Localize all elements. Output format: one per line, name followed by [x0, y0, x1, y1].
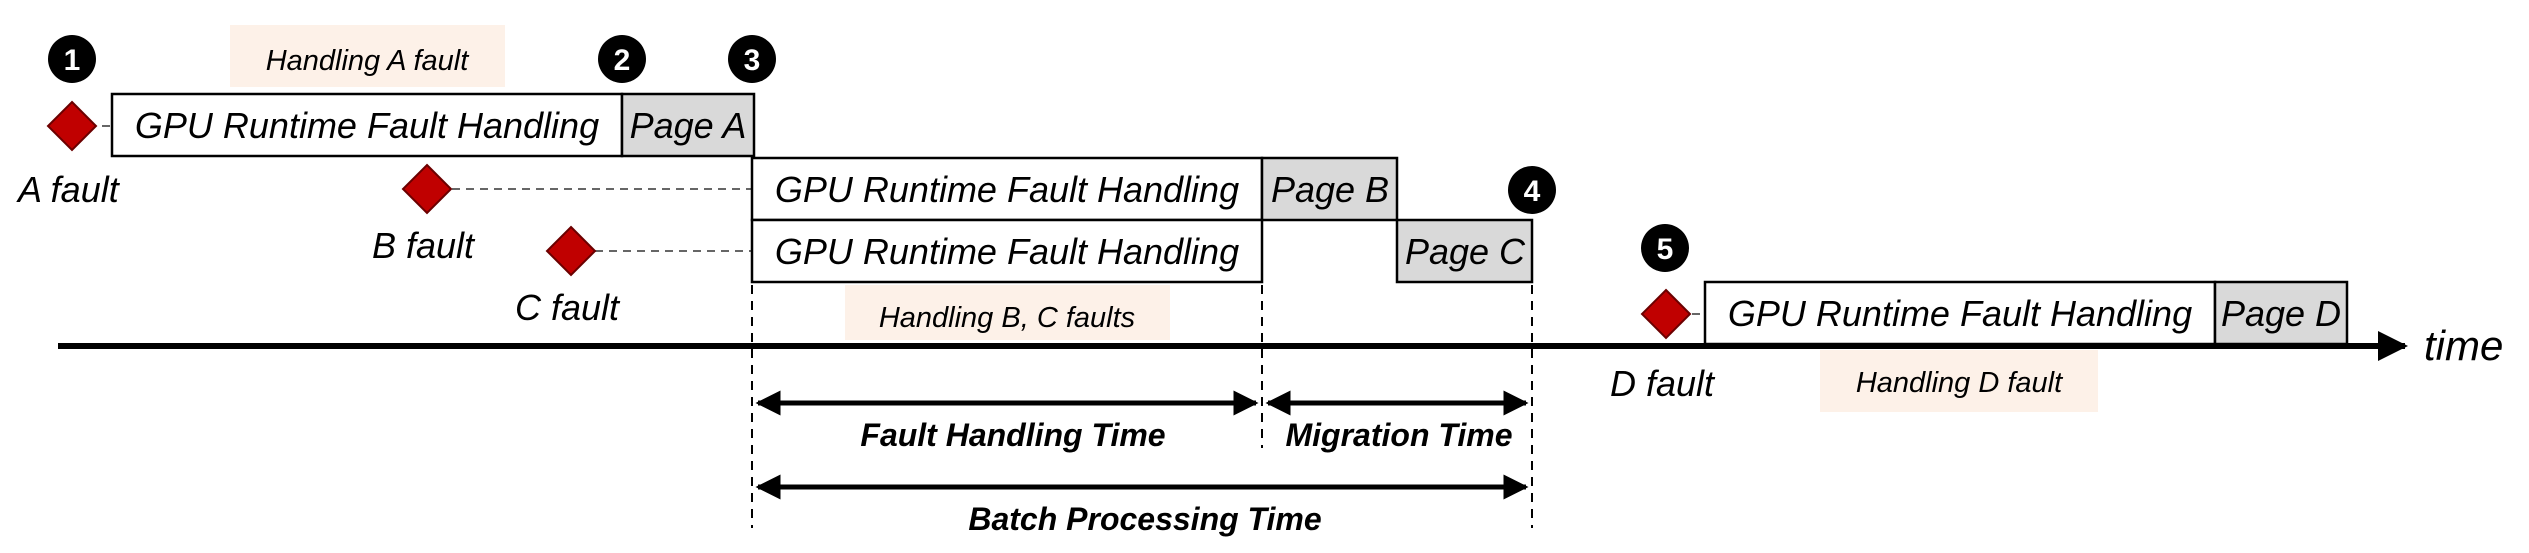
handling-box-c-label: GPU Runtime Fault Handling	[775, 231, 1239, 272]
batch-processing-span-label: Batch Processing Time	[968, 501, 1321, 537]
handling-box-a-label: GPU Runtime Fault Handling	[135, 105, 599, 146]
handling-box-b-label: GPU Runtime Fault Handling	[775, 169, 1239, 210]
page-box-b	[1260, 156, 1399, 222]
step-3-marker: 3	[728, 35, 776, 83]
step-2-number: 2	[614, 44, 631, 77]
handling-box-d-label: GPU Runtime Fault Handling	[1728, 293, 2192, 334]
time-axis-label: time	[2424, 322, 2503, 369]
step-4-number: 4	[1524, 175, 1541, 208]
fault-b-diamond-icon	[401, 163, 453, 215]
step-1-marker: 1	[48, 35, 96, 83]
step-4-marker: 4	[1508, 166, 1556, 214]
handling-box-d	[1703, 280, 2217, 346]
handling-a-note-bg	[230, 25, 505, 87]
fault-a-diamond-icon	[46, 100, 98, 152]
fault-a-label: A fault	[16, 169, 121, 210]
page-box-a	[620, 92, 756, 158]
step-1-number: 1	[64, 44, 81, 77]
handling-bc-note: Handling B, C faults	[879, 302, 1135, 334]
fault-d-diamond-icon	[1640, 288, 1692, 340]
step-3-number: 3	[744, 44, 761, 77]
page-box-d-label: Page D	[2221, 293, 2341, 334]
fault-c-label: C fault	[515, 287, 621, 328]
fault-b-label: B fault	[372, 225, 476, 266]
fault-d-label: D fault	[1610, 363, 1716, 404]
fault-c-diamond-icon	[545, 225, 597, 277]
step-5-number: 5	[1657, 233, 1674, 266]
page-box-a-label: Page A	[630, 105, 747, 146]
page-box-c-label: Page C	[1405, 231, 1526, 272]
migration-span-label: Migration Time	[1286, 417, 1513, 453]
handling-box-a	[110, 92, 624, 158]
handling-d-note-bg	[1820, 350, 2098, 412]
page-box-c	[1395, 218, 1534, 284]
handling-a-note: Handling A fault	[266, 45, 471, 77]
handling-d-note: Handling D fault	[1856, 367, 2064, 399]
handling-bc-note-bg	[845, 285, 1170, 340]
page-box-d	[2213, 280, 2349, 346]
fault-handling-span-label: Fault Handling Time	[860, 417, 1165, 453]
handling-box-c	[750, 218, 1264, 284]
page-box-b-label: Page B	[1271, 169, 1389, 210]
step-2-marker: 2	[598, 35, 646, 83]
step-5-marker: 5	[1641, 224, 1689, 272]
